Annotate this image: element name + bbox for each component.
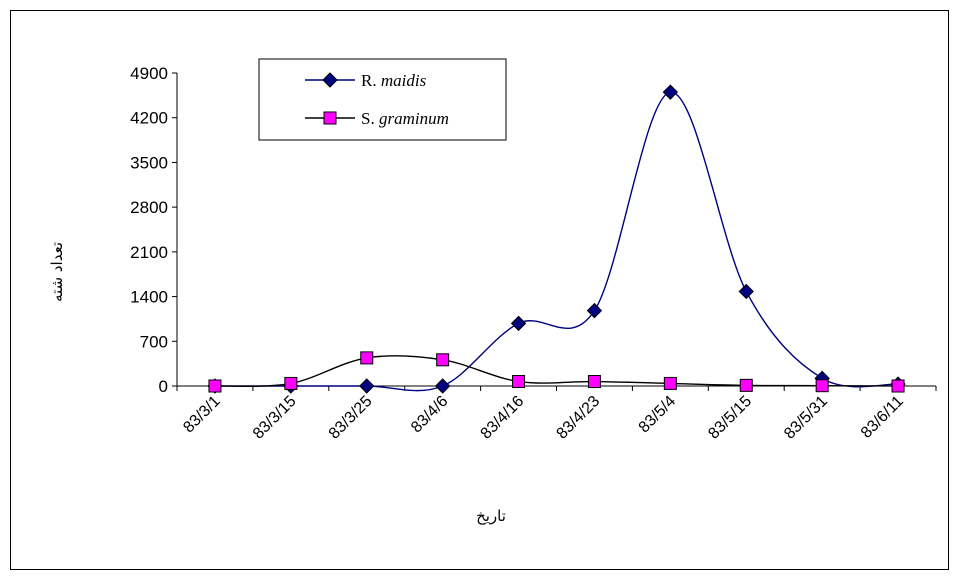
y-axis-label: تعداد شته — [48, 242, 66, 302]
x-tick-label: 83/5/31 — [781, 393, 831, 443]
y-tick-label: 4900 — [130, 64, 168, 83]
x-tick-label: 83/3/1 — [180, 393, 224, 437]
legend-marker — [322, 72, 338, 88]
data-point — [284, 376, 298, 390]
x-tick-label: 83/5/15 — [705, 393, 755, 443]
data-point — [662, 84, 679, 100]
x-tick-label: 83/4/6 — [408, 393, 452, 437]
y-ticks: 0 700 1400 2100 2800 3500 4200 4900 — [130, 64, 177, 396]
y-tick-label: 700 — [140, 332, 168, 351]
data-point — [739, 378, 753, 392]
legend-label: S. graminum — [361, 109, 449, 128]
data-point — [815, 379, 829, 393]
x-tick-label: 83/4/23 — [554, 393, 604, 443]
data-point — [436, 353, 450, 367]
x-ticks: 83/3/1 83/3/15 83/3/25 83/4/6 83/4/16 83/4/23… — [176, 386, 937, 443]
series-line-1 — [214, 355, 899, 388]
data-point — [891, 379, 905, 393]
data-point — [360, 351, 374, 365]
x-tick-label: 83/3/25 — [326, 393, 376, 443]
legend-label: R. maidis — [361, 71, 427, 90]
data-point — [510, 315, 527, 332]
legend-marker — [323, 111, 337, 125]
y-tick-label: 0 — [159, 377, 168, 396]
x-tick-label: 83/3/15 — [250, 393, 300, 443]
x-tick-label: 83/6/11 — [858, 393, 907, 442]
x-tick-label: 83/4/16 — [478, 393, 528, 443]
x-axis-label: تاریخ — [476, 507, 506, 525]
data-point — [434, 378, 451, 394]
data-point — [208, 379, 222, 393]
y-tick-label: 2800 — [130, 198, 168, 217]
series-markers — [207, 84, 906, 394]
y-tick-label: 4200 — [130, 109, 168, 128]
x-tick-label: 83/5/4 — [636, 393, 680, 437]
data-point — [663, 376, 677, 390]
y-tick-label: 1400 — [130, 288, 168, 307]
data-point — [512, 375, 526, 389]
data-point — [738, 283, 754, 300]
data-point — [586, 302, 603, 319]
data-point — [587, 375, 601, 389]
data-point — [359, 378, 375, 394]
y-tick-label: 3500 — [130, 153, 168, 172]
legend: R. maidis S. graminum — [258, 58, 507, 141]
legend-box — [258, 58, 507, 141]
y-tick-label: 2100 — [130, 243, 168, 262]
